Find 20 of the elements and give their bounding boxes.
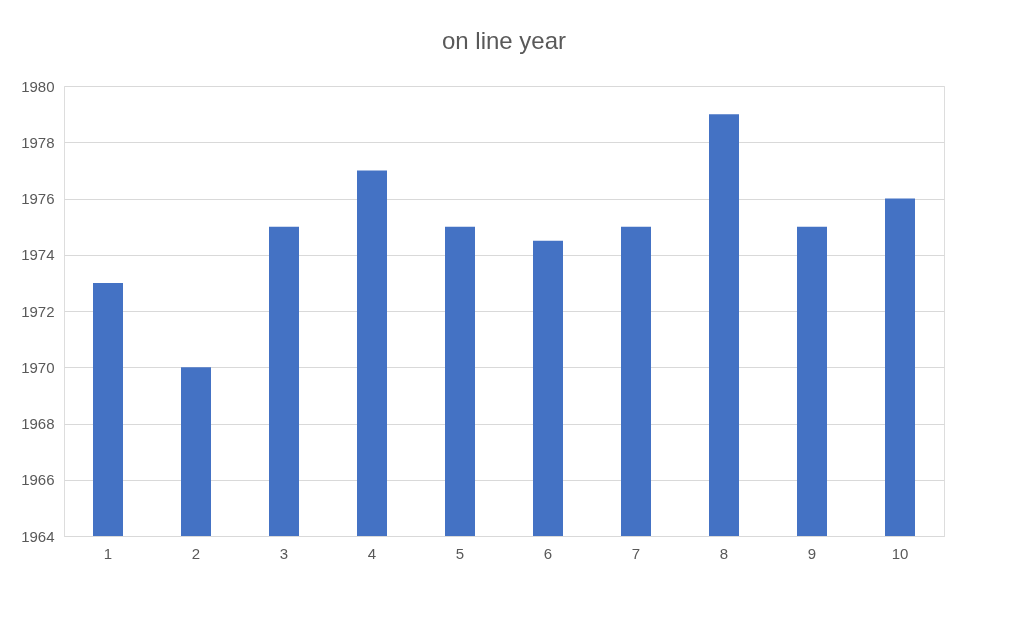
y-tick-label: 1974 xyxy=(21,246,55,264)
x-tick-label: 4 xyxy=(367,544,377,562)
y-tick-label: 1968 xyxy=(21,415,55,432)
y-tick-label: 1970 xyxy=(21,358,55,376)
x-tick-label: 7 xyxy=(631,544,641,562)
y-tick-label: 1972 xyxy=(21,302,55,320)
x-tick-label: 5 xyxy=(455,544,465,562)
x-tick-label: 8 xyxy=(719,544,729,562)
x-tick-label: 3 xyxy=(279,544,289,562)
x-tick-label: 2 xyxy=(191,544,201,562)
chart-title: on line year xyxy=(441,27,567,54)
y-tick-label: 1980 xyxy=(21,77,55,95)
y-tick-label: 1978 xyxy=(21,133,55,151)
x-tick-label: 9 xyxy=(807,544,817,562)
y-tick-label: 1964 xyxy=(21,527,55,545)
x-tick-label: 10 xyxy=(891,544,909,562)
x-tick-label: 6 xyxy=(543,544,553,562)
y-tick-label: 1966 xyxy=(21,471,55,489)
x-tick-label: 1 xyxy=(103,544,113,562)
y-tick-label: 1976 xyxy=(21,190,55,207)
